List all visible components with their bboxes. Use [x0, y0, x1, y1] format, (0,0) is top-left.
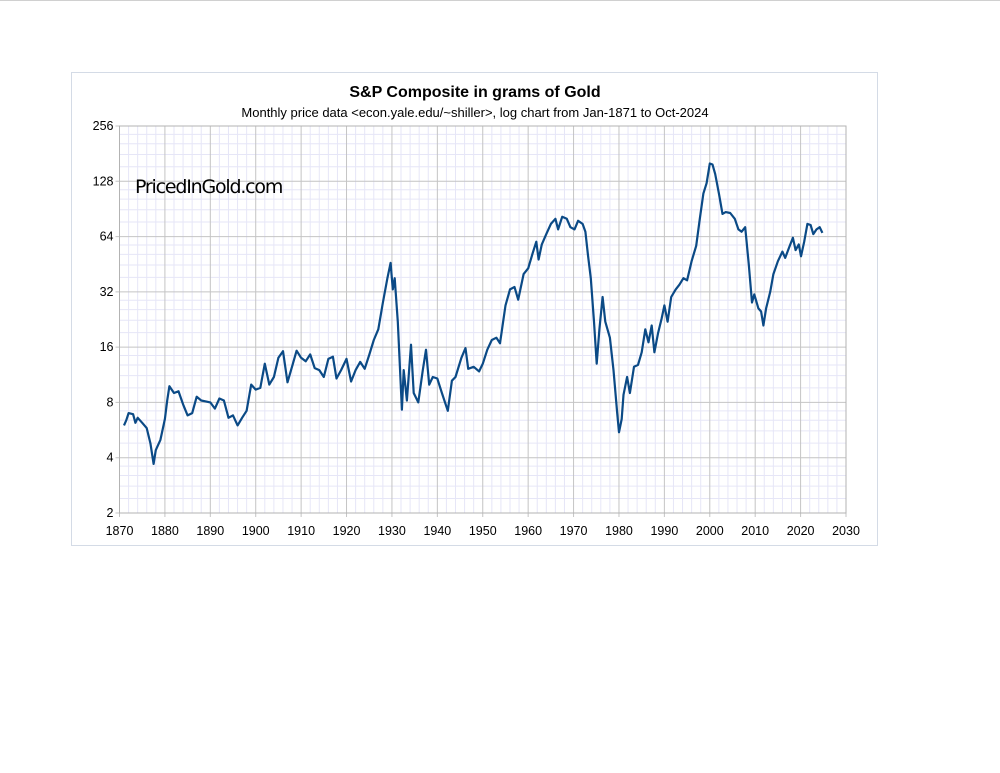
page-top-border	[0, 0, 1000, 1]
chart-subtitle: Monthly price data <econ.yale.edu/~shill…	[241, 105, 708, 120]
series-line	[122, 162, 824, 465]
x-tick-label: 1970	[560, 524, 588, 538]
y-tick-label: 128	[93, 174, 114, 188]
x-tick-label: 1990	[650, 524, 678, 538]
x-tick-label: 1880	[151, 524, 179, 538]
x-tick-label: 1950	[469, 524, 497, 538]
x-tick-label: 1940	[423, 524, 451, 538]
x-tick-label: 1920	[333, 524, 361, 538]
x-tick-label: 1890	[196, 524, 224, 538]
plot-area-border	[119, 125, 847, 514]
chart-title: S&P Composite in grams of Gold	[349, 84, 600, 101]
x-tick-label: 1960	[514, 524, 542, 538]
chart-frame	[71, 72, 878, 546]
x-tick-label: 2020	[787, 524, 815, 538]
x-tick-label: 2010	[741, 524, 769, 538]
x-tick-label: 1910	[287, 524, 315, 538]
x-tick-label: 2030	[832, 524, 860, 538]
y-tick-label: 16	[100, 340, 114, 354]
x-axis: 1870 1880 1890 1900 1910 1920 1930 1940 1950 1960…	[106, 524, 860, 538]
y-tick-label: 2	[107, 506, 114, 520]
grid	[115, 125, 847, 517]
y-tick-label: 64	[100, 230, 114, 244]
y-tick-label: 4	[107, 451, 114, 465]
watermark-logo: PricedInGold.com	[135, 176, 282, 198]
x-tick-label: 2000	[696, 524, 724, 538]
y-tick-label: 32	[100, 285, 114, 299]
x-tick-label: 1900	[242, 524, 270, 538]
y-tick-label: 256	[93, 119, 114, 133]
x-tick-label: 1870	[106, 524, 134, 538]
x-tick-label: 1980	[605, 524, 633, 538]
y-axis: 2 4 8 16 32 64 128 256	[93, 119, 114, 520]
y-tick-label: 8	[107, 395, 114, 409]
x-tick-label: 1930	[378, 524, 406, 538]
